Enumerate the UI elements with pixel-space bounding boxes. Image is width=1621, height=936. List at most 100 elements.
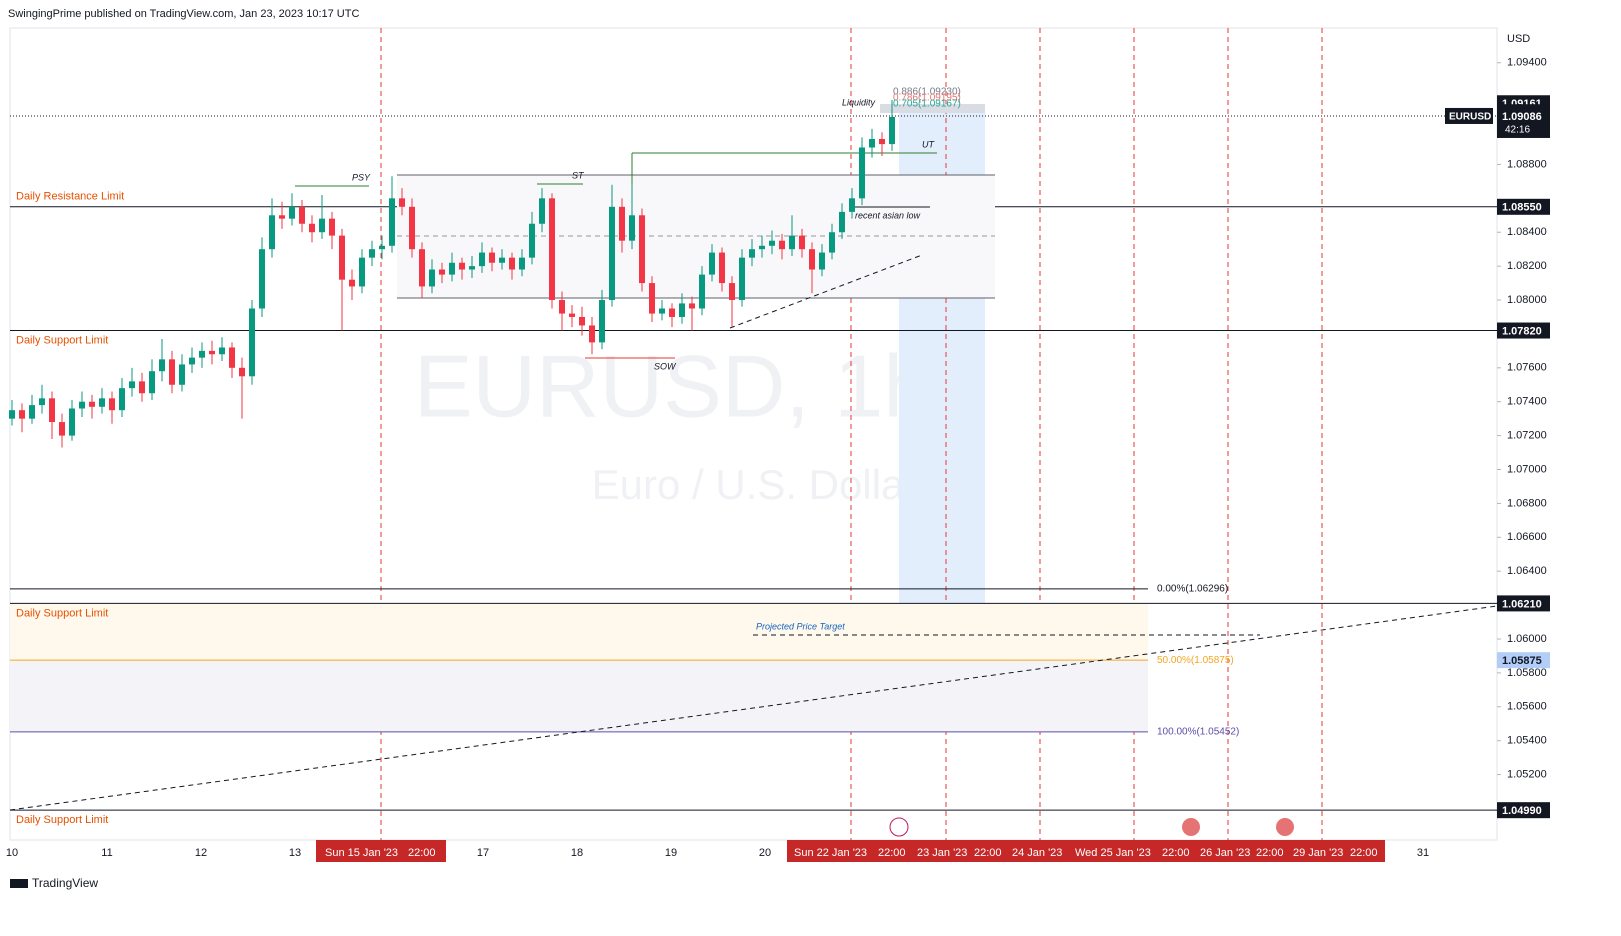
last-price-badge [1497, 107, 1550, 138]
last-price-label: 1.09086 [1502, 111, 1542, 123]
symbol-tag [1445, 107, 1493, 124]
candle-body [209, 350, 215, 355]
candle-body [9, 410, 15, 419]
candle-body [569, 313, 575, 317]
candle-body [149, 371, 155, 394]
y-tick-label: 1.07600 [1507, 362, 1547, 374]
candle-body [429, 269, 435, 287]
candle-body [729, 283, 735, 301]
y-tick-label: 1.06800 [1507, 497, 1547, 509]
candle-body [809, 249, 815, 270]
candle-body [719, 252, 725, 284]
candle-body [639, 215, 645, 284]
candle-body [279, 215, 285, 219]
y-tick-label: 1.06000 [1507, 633, 1547, 645]
candle-body [549, 198, 555, 301]
price-badge-label: 1.07820 [1502, 325, 1542, 337]
candle-body [229, 347, 235, 368]
fib-label: 0.705(1.09167) [893, 99, 961, 110]
countdown: 42:16 [1505, 125, 1530, 136]
candle-body [189, 357, 195, 365]
header: SwingingPrime published on TradingView.c… [8, 8, 359, 20]
trendlines [9, 254, 1498, 811]
candle-body [749, 249, 755, 258]
candle-body [599, 300, 605, 343]
x-tick-label: 20 [759, 847, 771, 859]
candle-body [79, 401, 85, 409]
x-highlight-label: 26 Jan '23 [1200, 847, 1250, 859]
candle-body [299, 206, 305, 224]
x-highlight [316, 840, 446, 862]
candle-body [409, 206, 415, 250]
candle-body [509, 257, 515, 270]
candle-body [789, 235, 795, 250]
y-tick-label: 1.09400 [1507, 57, 1547, 69]
x-tick-label: 19 [665, 847, 677, 859]
x-highlight-label: 22:00 [1256, 847, 1284, 859]
candle-body [249, 308, 255, 377]
event-icon [889, 817, 909, 837]
candle-body [609, 206, 615, 301]
event-icon [1182, 818, 1200, 836]
x-highlight-label: 22:00 [408, 847, 436, 859]
symbol-label: EURUSD [1449, 112, 1491, 123]
candle-body [799, 235, 805, 250]
candle-body [629, 215, 635, 241]
candle-body [469, 266, 475, 270]
candle-body [579, 316, 585, 326]
candle-body [169, 359, 175, 385]
candle-body [269, 215, 275, 250]
y-tick-label: 1.07000 [1507, 463, 1547, 475]
candle-body [39, 398, 45, 406]
candle-body [879, 139, 885, 145]
candle-body [439, 269, 445, 275]
x-highlight-label: 24 Jan '23 [1012, 847, 1062, 859]
candle-body [889, 116, 895, 145]
level-name: Daily Resistance Limit [16, 191, 124, 203]
candle-body [49, 398, 55, 423]
logo-icon [10, 879, 28, 888]
y-tick-label: 1.07400 [1507, 396, 1547, 408]
price-badge [1497, 595, 1550, 612]
annotation: recent asian low [855, 210, 921, 220]
x-tick-label: 17 [477, 847, 489, 859]
candle-body [839, 211, 845, 233]
price-badge [1497, 198, 1550, 215]
candle-body [669, 308, 675, 317]
candle-body [829, 232, 835, 253]
x-tick-label: 18 [571, 847, 583, 859]
candle-body [589, 325, 595, 343]
price-badge-label: 1.08550 [1502, 202, 1542, 214]
x-highlight-label: 22:00 [1162, 847, 1190, 859]
candle-body [29, 405, 35, 419]
x-highlight-label: Sun 15 Jan '23 [325, 847, 398, 859]
price-badge-label: 1.04990 [1502, 805, 1542, 817]
candle-body [309, 223, 315, 233]
x-highlight-label: 22:00 [1350, 847, 1378, 859]
fib-label: 50.00%(1.05875) [1157, 655, 1234, 666]
candle-body [329, 218, 335, 236]
x-highlight-label: 23 Jan '23 [917, 847, 967, 859]
candle-body [289, 206, 295, 219]
annotation: Projected Price Target [756, 621, 845, 631]
candle-body [259, 249, 265, 309]
fib-label: 0.00%(1.06296) [1157, 583, 1228, 594]
candle-body [109, 398, 115, 411]
x-highlight-label: Wed 25 Jan '23 [1075, 847, 1151, 859]
candle-body [319, 218, 325, 233]
y-tick-label: 1.08400 [1507, 226, 1547, 238]
candle-body [339, 235, 345, 280]
candle-body [739, 257, 745, 301]
candle-body [89, 401, 95, 407]
candle-body [159, 359, 165, 372]
candle-body [449, 262, 455, 275]
candle-body [529, 223, 535, 258]
price-badge-label: 1.06210 [1502, 598, 1542, 610]
candle-body [769, 240, 775, 246]
x-tick-label: 11 [101, 847, 112, 859]
x-tick-label: 13 [289, 847, 301, 859]
fib-label: 0.786(1.09195) [893, 93, 961, 104]
candle-body [619, 206, 625, 241]
y-tick-label: 1.05400 [1507, 735, 1547, 747]
